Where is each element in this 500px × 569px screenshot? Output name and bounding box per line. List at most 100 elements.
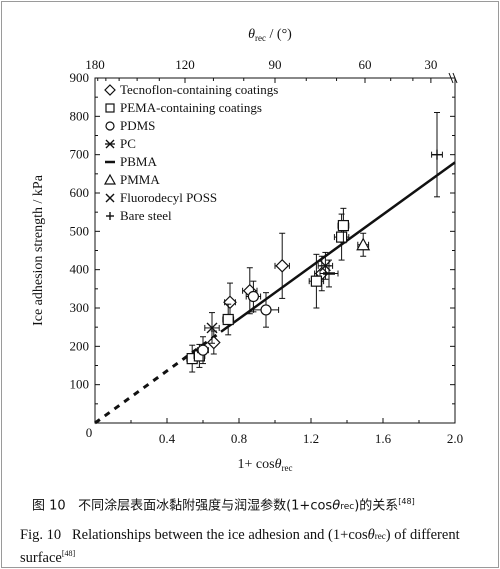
axes: 100 200 300 400 500 600 700 800 900 0 0.4 0.8 1.2 1.6…	[70, 57, 464, 446]
caption-en-theta: θ	[367, 527, 375, 543]
x-axis-label-theta: θ	[275, 457, 282, 472]
cross-stroke	[206, 322, 218, 334]
x-axis-label: 1+ cosθrec	[238, 457, 293, 473]
legend-item: Bare steel	[106, 208, 172, 223]
data-point	[308, 253, 325, 309]
series-diamond	[206, 232, 330, 355]
cross-marker	[206, 322, 218, 334]
plus-marker	[106, 212, 114, 220]
triangle-marker	[103, 173, 117, 185]
plus-marker	[432, 149, 442, 160]
y-tick-label: 300	[70, 300, 90, 315]
y-tick-label: 900	[70, 70, 90, 85]
top-axis-label-theta: θ	[248, 27, 255, 42]
data-point	[356, 232, 371, 257]
square-marker	[222, 313, 234, 326]
data-point	[204, 312, 220, 344]
data-point	[197, 336, 209, 365]
caption-cn-text-post: )的关系	[354, 498, 399, 514]
diamond-marker	[206, 335, 221, 350]
data-point	[206, 330, 221, 355]
data-point	[222, 303, 235, 336]
circle-marker	[260, 304, 272, 316]
x-tick-label: 1.2	[303, 431, 319, 446]
caption-en-sub: rec	[374, 531, 386, 541]
y-tick-label: 400	[70, 262, 90, 277]
data-points	[186, 112, 443, 373]
top-axis-label-sub: rec	[255, 33, 266, 43]
scatter-chart: 100 200 300 400 500 600 700 800 900 0 0.4 0.8 1.2 1.6…	[31, 27, 464, 473]
legend-item: PDMS	[105, 118, 155, 133]
legend-label: PMMA	[120, 172, 160, 187]
x-axis-label-text: 1+ cos	[238, 457, 275, 472]
series-circle	[197, 280, 280, 365]
legend-label: PDMS	[120, 118, 155, 133]
diamond-marker	[275, 258, 290, 273]
legend-label: Fluorodecyl POSS	[120, 190, 217, 205]
star-marker	[105, 139, 115, 149]
x-tick-label: 0.8	[231, 431, 247, 446]
legend-item: PEMA-containing coatings	[105, 100, 262, 115]
top-tick-label: 60	[359, 57, 372, 72]
top-tick-label: 90	[269, 57, 282, 72]
caption-cn-sub: rec	[340, 502, 355, 513]
caption-en-text-post: ) of different surface	[20, 527, 460, 566]
legend-item: PMMA	[103, 172, 160, 187]
caption-english: Fig. 10 Relationships between the ice ad…	[20, 526, 488, 567]
fit-line-dashed	[94, 330, 222, 425]
top-axis-label: θrec / (°)	[248, 27, 292, 43]
fit-line	[94, 161, 456, 425]
circle-marker	[105, 121, 115, 131]
legend: Tecnoflon-containing coatings PEMA-contai…	[103, 82, 278, 223]
square-marker	[337, 219, 349, 232]
y-tick-label: 500	[70, 223, 90, 238]
diamond-marker	[104, 84, 116, 96]
data-point	[337, 207, 350, 244]
series-square	[186, 207, 350, 373]
square-marker	[310, 275, 322, 287]
caption-en-text-pre: Relationships between the ice adhesion a…	[71, 527, 368, 543]
top-tick-label: 30	[424, 57, 437, 72]
top-axis-label-unit: / (°)	[266, 27, 292, 42]
caption-en-label: Fig. 10	[20, 527, 62, 543]
square-marker	[336, 231, 348, 243]
caption-cn-theta: θ	[332, 498, 341, 514]
top-tick-label: 180	[85, 57, 105, 72]
data-point	[252, 292, 280, 328]
caption-cn-text-pre: 不同涂层表面冰黏附强度与润湿参数(1+cos	[78, 498, 333, 514]
circle-marker	[247, 290, 259, 303]
y-tick-label: 600	[70, 185, 90, 200]
y-tick-label: 100	[70, 377, 90, 392]
x-tick-label: 2.0	[447, 431, 463, 446]
series-triangle	[356, 232, 371, 257]
fit-line-solid	[220, 161, 456, 333]
y-tick-label: 800	[70, 108, 90, 123]
legend-label: Tecnoflon-containing coatings	[120, 82, 278, 97]
caption-cn-ref: [48]	[398, 497, 415, 506]
data-point	[319, 259, 339, 288]
data-point	[431, 112, 443, 198]
legend-item: Fluorodecyl POSS	[105, 190, 217, 205]
square-marker	[105, 103, 115, 113]
top-tick-label: 120	[175, 57, 195, 72]
data-point	[274, 232, 290, 299]
origin-label: 0	[86, 425, 93, 440]
triangle-marker	[356, 237, 371, 251]
legend-item: PC	[105, 136, 136, 151]
caption-en-ref: [48]	[61, 549, 76, 558]
legend-label: PBMA	[120, 154, 157, 169]
legend-label: PC	[120, 136, 136, 151]
series-dash	[319, 259, 339, 288]
cross-stroke	[105, 193, 115, 203]
x-tick-label: 0.4	[159, 431, 176, 446]
y-tick-label: 700	[70, 147, 90, 162]
legend-label: PEMA-containing coatings	[120, 100, 262, 115]
legend-label: Bare steel	[120, 208, 172, 223]
x-axis-label-sub: rec	[281, 463, 292, 473]
y-axis-label: Ice adhesion strength / kPa	[31, 174, 46, 326]
series-plus	[431, 112, 443, 198]
caption-cn-label: 图 10	[32, 498, 66, 514]
diamond-marker	[223, 295, 237, 310]
